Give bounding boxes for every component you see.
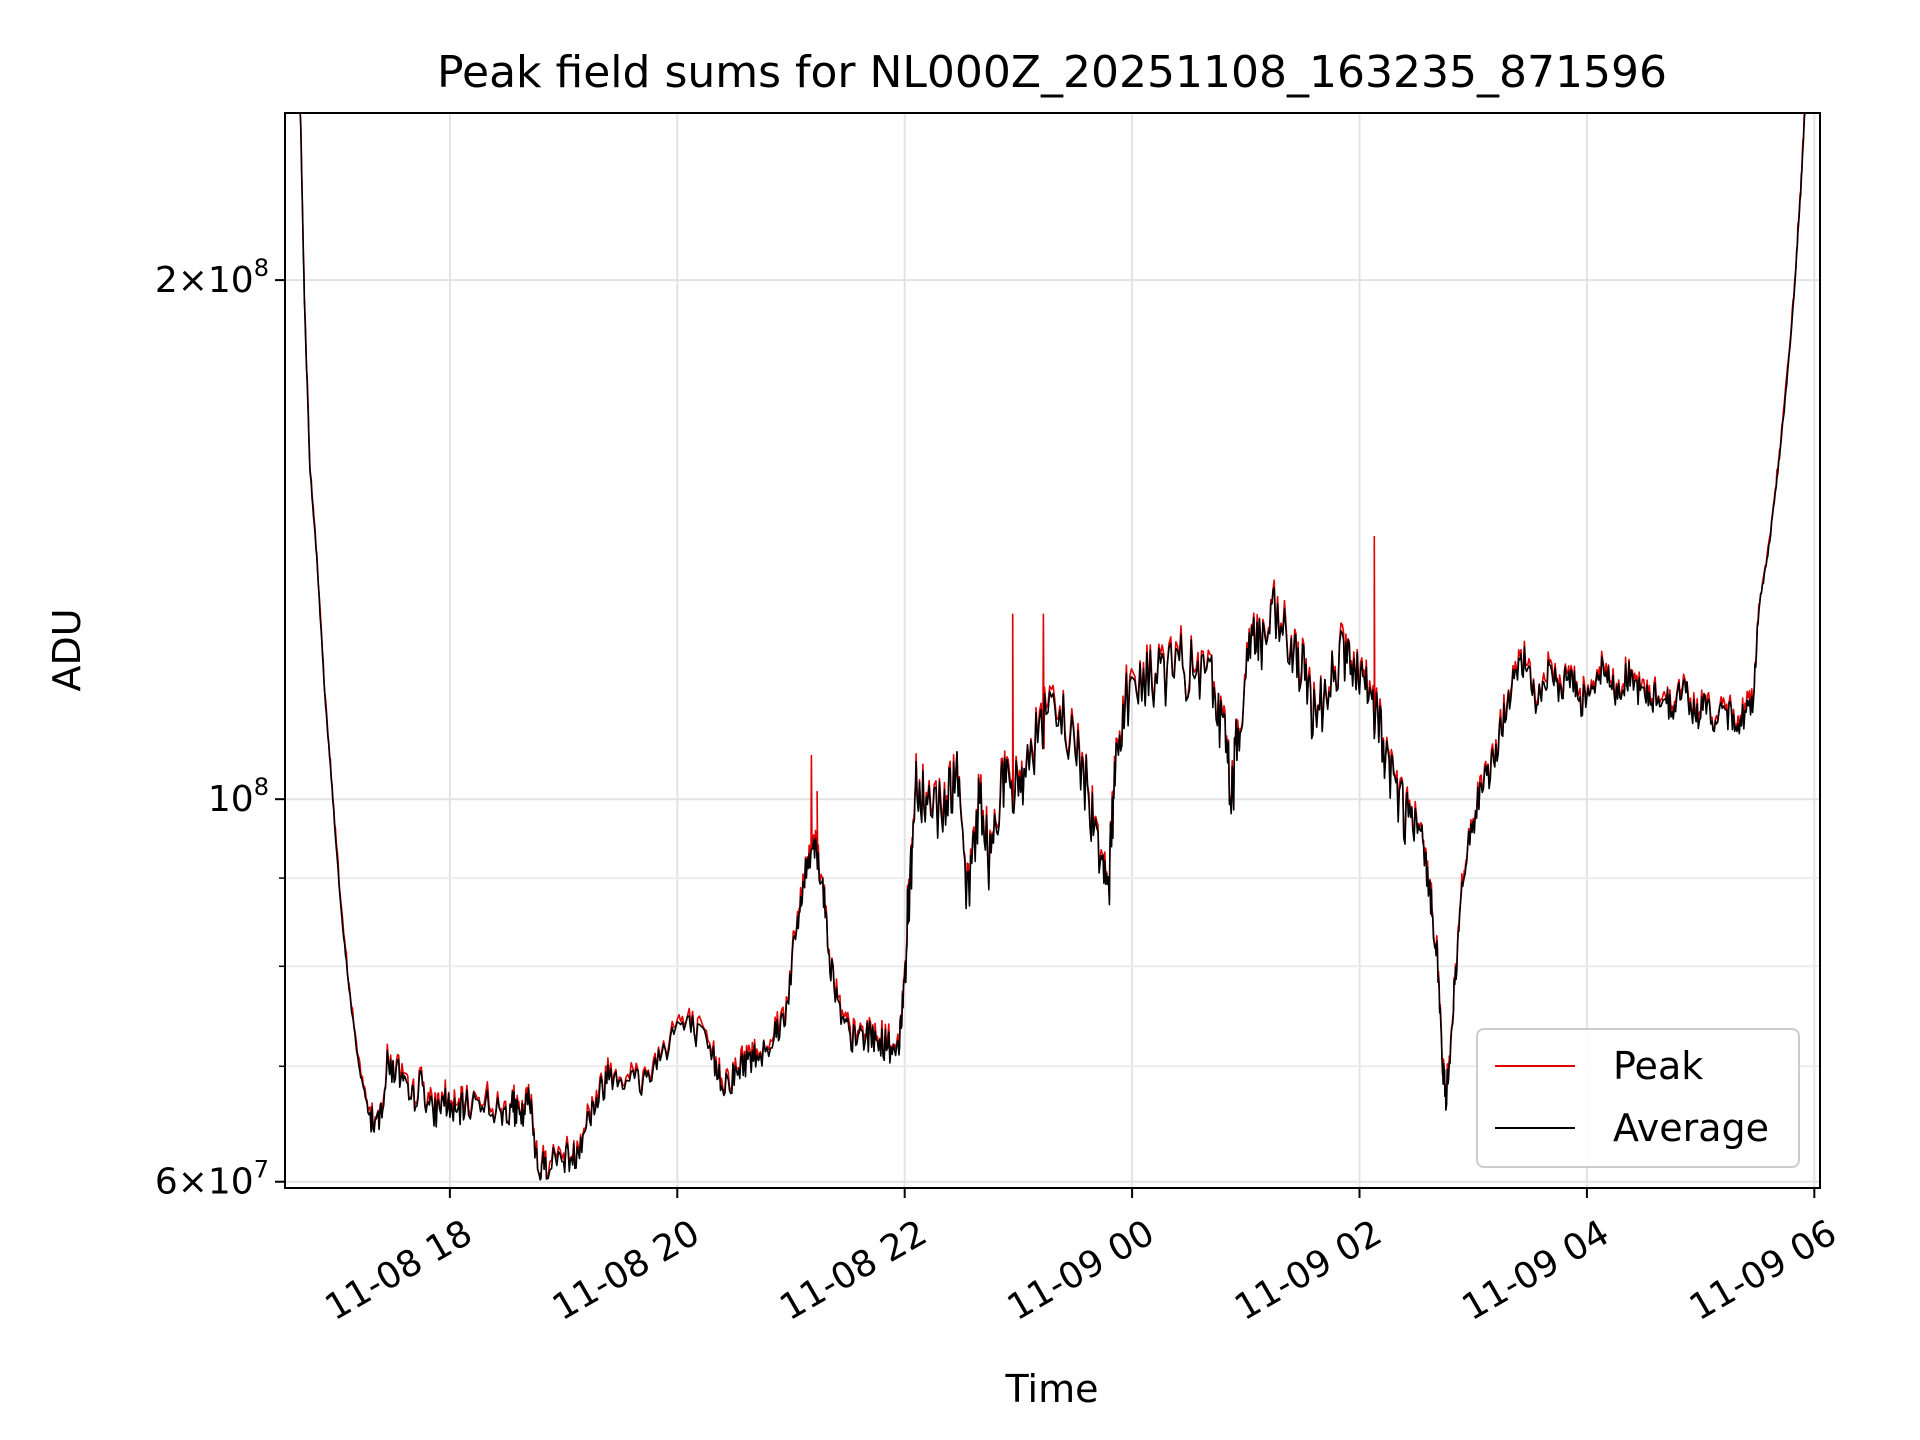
y-tick-label: 6×107: [155, 1156, 269, 1203]
grid: [285, 113, 1820, 1188]
legend-label-average: Average: [1613, 1106, 1769, 1150]
plot-frame: [284, 112, 1821, 1189]
y-tick-label: 2×108: [155, 254, 269, 301]
series: [299, 113, 1807, 1181]
x-axis-label: Time: [1005, 1367, 1099, 1411]
chart-title: Peak field sums for NL000Z_20251108_1632…: [437, 47, 1667, 98]
y-axis-label: ADU: [45, 608, 89, 691]
legend-label-peak: Peak: [1613, 1044, 1703, 1088]
legend-box: [1476, 1028, 1800, 1168]
legend: Peak Average: [1476, 1028, 1800, 1168]
y-tick-label: 108: [208, 773, 269, 820]
series-line-average: [299, 113, 1807, 1181]
